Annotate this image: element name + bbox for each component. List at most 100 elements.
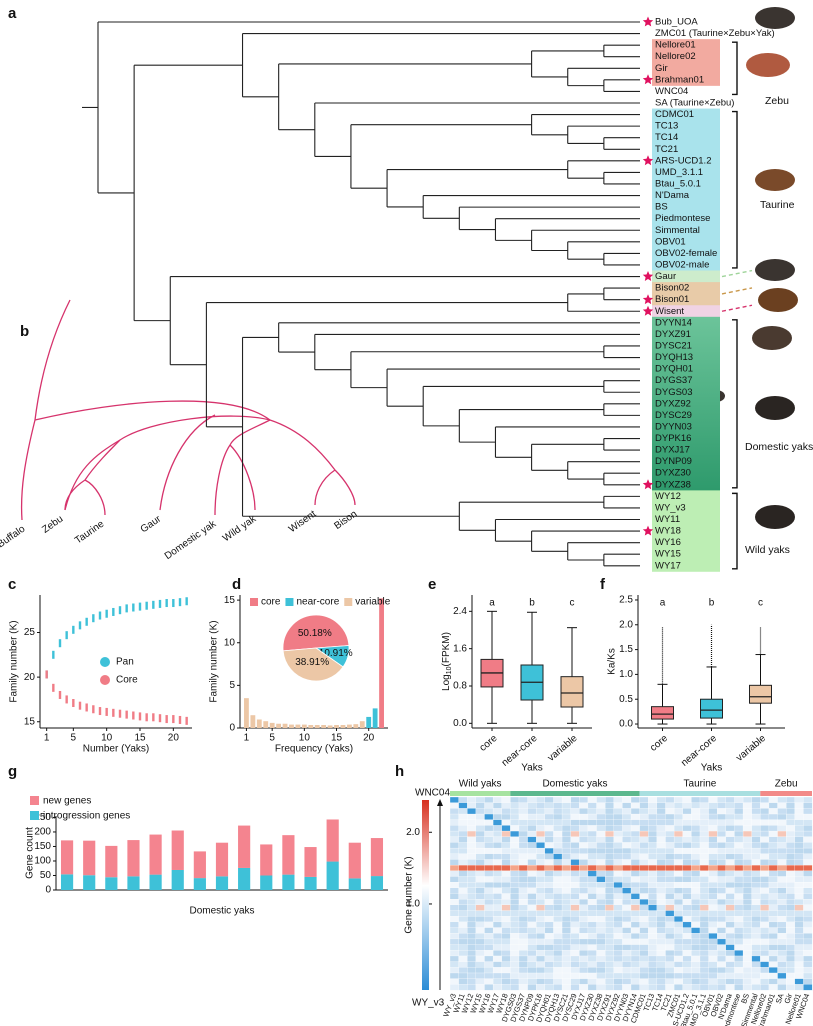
heatmap-cell bbox=[630, 796, 641, 804]
heatmap-cell bbox=[751, 910, 761, 917]
heatmap-cell bbox=[760, 796, 770, 804]
leaf-label: DYGS37 bbox=[655, 375, 693, 386]
heatmap-cell bbox=[613, 796, 623, 804]
heatmap-cell bbox=[492, 961, 503, 968]
heatmap-cell bbox=[449, 978, 460, 985]
heatmap-cell bbox=[734, 853, 744, 860]
heatmap-cell bbox=[803, 967, 813, 974]
heatmap-cell bbox=[734, 972, 744, 980]
heatmap-cell bbox=[777, 938, 787, 946]
bar-segment bbox=[149, 834, 162, 875]
leaf-label: WY16 bbox=[655, 537, 681, 548]
heatmap-cell bbox=[708, 961, 718, 968]
leaf-label: TC21 bbox=[655, 144, 678, 155]
heatmap-cell bbox=[553, 853, 563, 860]
heatmap-cell bbox=[553, 984, 563, 991]
heatmap-cell bbox=[768, 910, 778, 917]
bar bbox=[308, 725, 314, 728]
heatmap-cell bbox=[708, 916, 718, 923]
heatmap-cell bbox=[596, 876, 606, 883]
heatmap-cell bbox=[691, 870, 701, 877]
heatmap-cell bbox=[648, 808, 658, 815]
heatmap-cell bbox=[527, 842, 537, 849]
heatmap-cell bbox=[665, 933, 675, 940]
heatmap-cell bbox=[725, 876, 735, 883]
heatmap-cell bbox=[803, 825, 813, 832]
heatmap-cell bbox=[484, 887, 494, 894]
heatmap-cell bbox=[656, 830, 666, 838]
heatmap-cell bbox=[725, 904, 735, 911]
heatmap-cell bbox=[648, 876, 658, 883]
heatmap-cell bbox=[501, 881, 511, 889]
heatmap-cell bbox=[785, 950, 796, 957]
heatmap-cell bbox=[622, 972, 632, 980]
heatmap-cell bbox=[510, 847, 520, 855]
point bbox=[145, 713, 148, 722]
heatmap-cell bbox=[561, 955, 572, 963]
heatmap-cell bbox=[449, 967, 460, 974]
leaf-label: Piedmontese bbox=[655, 213, 710, 224]
heatmap-cell bbox=[768, 864, 778, 872]
leaf-label: WY12 bbox=[655, 491, 681, 502]
connector bbox=[721, 287, 753, 295]
heatmap-cell bbox=[673, 927, 684, 934]
box bbox=[560, 676, 584, 708]
heatmap-cell bbox=[475, 881, 485, 889]
heatmap-cell bbox=[803, 927, 813, 934]
heatmap-cell bbox=[673, 847, 684, 855]
heatmap-cell bbox=[475, 813, 485, 821]
heatmap-cell bbox=[579, 955, 589, 963]
heatmap-cell bbox=[501, 893, 511, 900]
heatmap-cell bbox=[673, 864, 684, 872]
heatmap-cell bbox=[544, 978, 554, 985]
heatmap-cell bbox=[682, 887, 692, 894]
heatmap-cell bbox=[501, 933, 511, 940]
group-box bbox=[652, 282, 720, 306]
heatmap-cell bbox=[536, 927, 546, 934]
heatmap-cell bbox=[673, 933, 684, 940]
heatmap-cell bbox=[777, 836, 787, 843]
leaf-label: DYGS03 bbox=[655, 387, 693, 398]
heatmap-cell bbox=[717, 972, 727, 980]
heatmap-cell bbox=[570, 876, 580, 883]
heatmap-cell bbox=[717, 916, 727, 923]
heatmap-cell bbox=[501, 961, 511, 968]
leaf-label: WY17 bbox=[655, 560, 681, 571]
heatmap-cell bbox=[734, 842, 744, 849]
leaf-label: DYQH01 bbox=[655, 364, 693, 375]
heatmap-cell bbox=[579, 950, 589, 957]
star bbox=[642, 74, 654, 85]
heatmap-cell bbox=[630, 859, 641, 866]
heatmap-cell bbox=[579, 910, 589, 917]
heatmap-cell bbox=[777, 830, 787, 838]
heatmap-cell bbox=[682, 984, 692, 991]
heatmap-cell bbox=[768, 967, 778, 974]
heatmap-cell bbox=[717, 836, 727, 843]
heatmap-cell bbox=[751, 899, 761, 906]
heatmap-cell bbox=[561, 819, 572, 826]
heatmap-cell bbox=[510, 984, 520, 991]
heatmap-cell bbox=[742, 887, 753, 894]
heatmap-cell bbox=[639, 961, 649, 968]
heatmap-cell bbox=[656, 796, 666, 804]
heatmap-cell bbox=[492, 933, 503, 940]
heatmap-cell bbox=[639, 842, 649, 849]
heatmap-cell bbox=[665, 904, 675, 911]
heatmap-cell bbox=[544, 955, 554, 963]
heatmap-cell bbox=[717, 899, 727, 906]
heatmap-cell bbox=[734, 955, 744, 963]
heatmap-cell bbox=[682, 938, 692, 946]
bar-segment bbox=[215, 876, 229, 890]
heatmap-cell bbox=[708, 859, 718, 866]
heatmap-cell bbox=[527, 813, 537, 821]
heatmap-cell bbox=[449, 830, 460, 838]
heatmap-cell bbox=[510, 853, 520, 860]
x-tick-label: core bbox=[648, 733, 670, 754]
heatmap-cell bbox=[553, 961, 563, 968]
heatmap-cell bbox=[777, 899, 787, 906]
heatmap-cell bbox=[673, 899, 684, 906]
heatmap-cell bbox=[570, 836, 580, 843]
heatmap-cell bbox=[673, 984, 684, 991]
heatmap-cell bbox=[794, 899, 804, 906]
x-axis-label: Frequency (Yaks) bbox=[275, 744, 353, 755]
